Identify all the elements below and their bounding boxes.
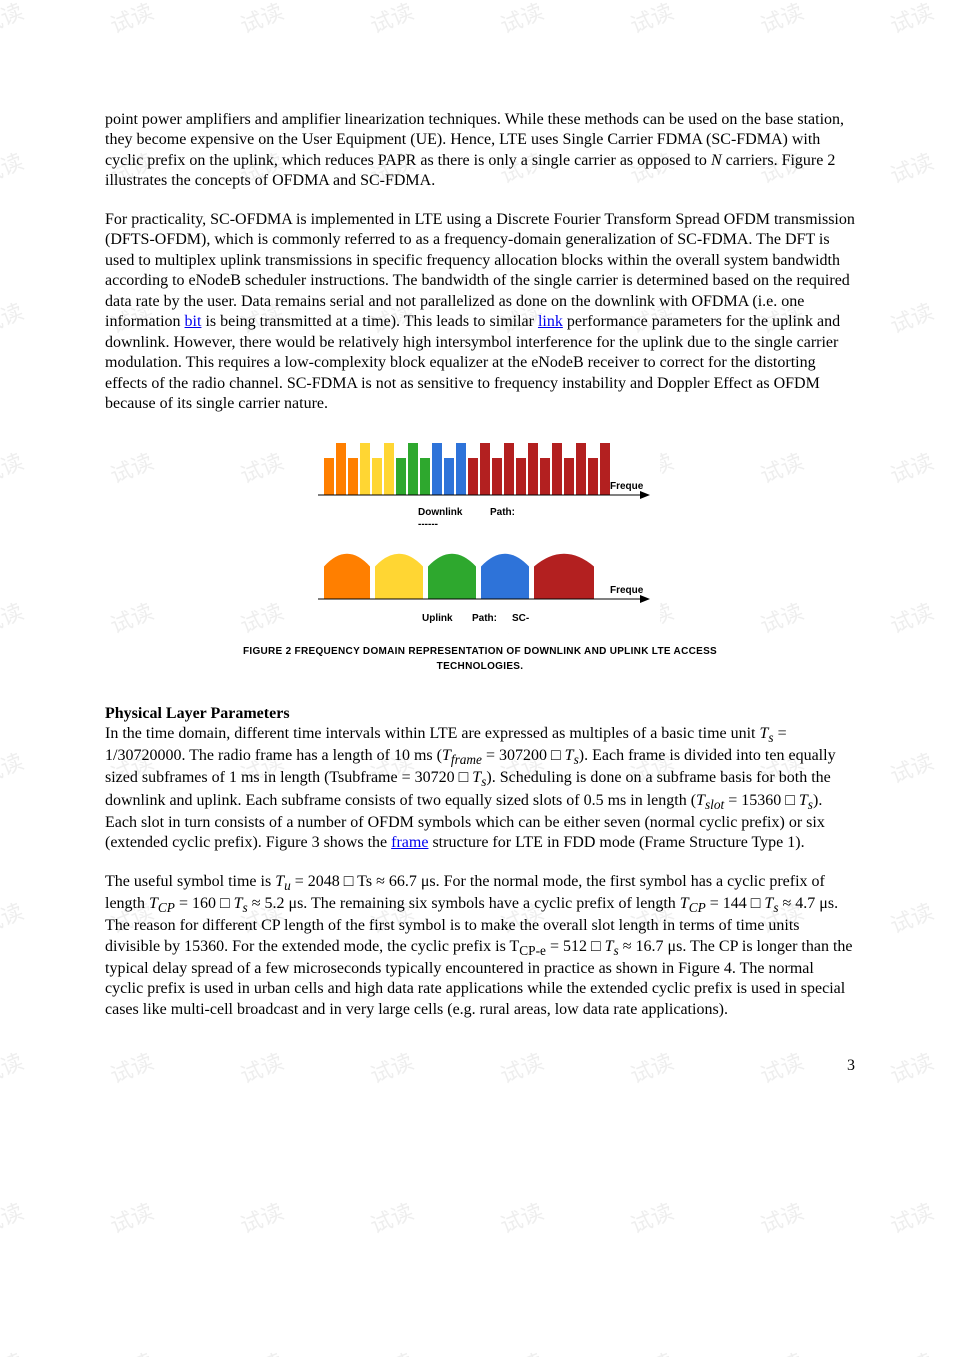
link-frame[interactable]: frame — [391, 834, 428, 851]
uplink-freq-label: Freque — [610, 585, 644, 596]
link-bit[interactable]: bit — [185, 313, 202, 330]
uplink-label-right: SC- — [512, 613, 529, 624]
downlink-freq-label: Freque — [610, 481, 644, 492]
para4-text: The useful symbol time is Tu = 2048 □ Ts… — [105, 873, 853, 1018]
section-heading: Physical Layer Parameters — [105, 704, 855, 724]
figure-caption: FIGURE 2 FREQUENCY DOMAIN REPRESENTATION… — [220, 644, 740, 674]
paragraph-3: In the time domain, different time inter… — [105, 724, 855, 854]
svg-text:------: ------ — [418, 519, 438, 530]
uplink-label-mid: Path: — [472, 613, 497, 624]
downlink-chart: Freque Downlink Path: ------ — [300, 433, 660, 531]
uplink-chart: Freque Uplink Path: SC- — [300, 537, 660, 633]
page-number: 3 — [847, 1056, 855, 1076]
para3-text: In the time domain, different time inter… — [105, 725, 836, 851]
link-link[interactable]: link — [538, 313, 563, 330]
paragraph-4: The useful symbol time is Tu = 2048 □ Ts… — [105, 872, 855, 1021]
para3-tail: structure for LTE in FDD mode (Frame Str… — [428, 834, 804, 851]
uplink-label-left: Uplink — [422, 613, 453, 624]
paragraph-2: For practicality, SC-OFDMA is implemente… — [105, 210, 855, 415]
paragraph-1: point power amplifiers and amplifier lin… — [105, 110, 855, 192]
para1-italic: N — [711, 152, 722, 169]
figure-2: Freque Downlink Path: ------ Freque Upli… — [105, 433, 855, 674]
downlink-label-left: Downlink — [418, 507, 463, 518]
para2-b: is being transmitted at a time). This le… — [201, 313, 538, 330]
downlink-label-right: Path: — [490, 507, 515, 518]
